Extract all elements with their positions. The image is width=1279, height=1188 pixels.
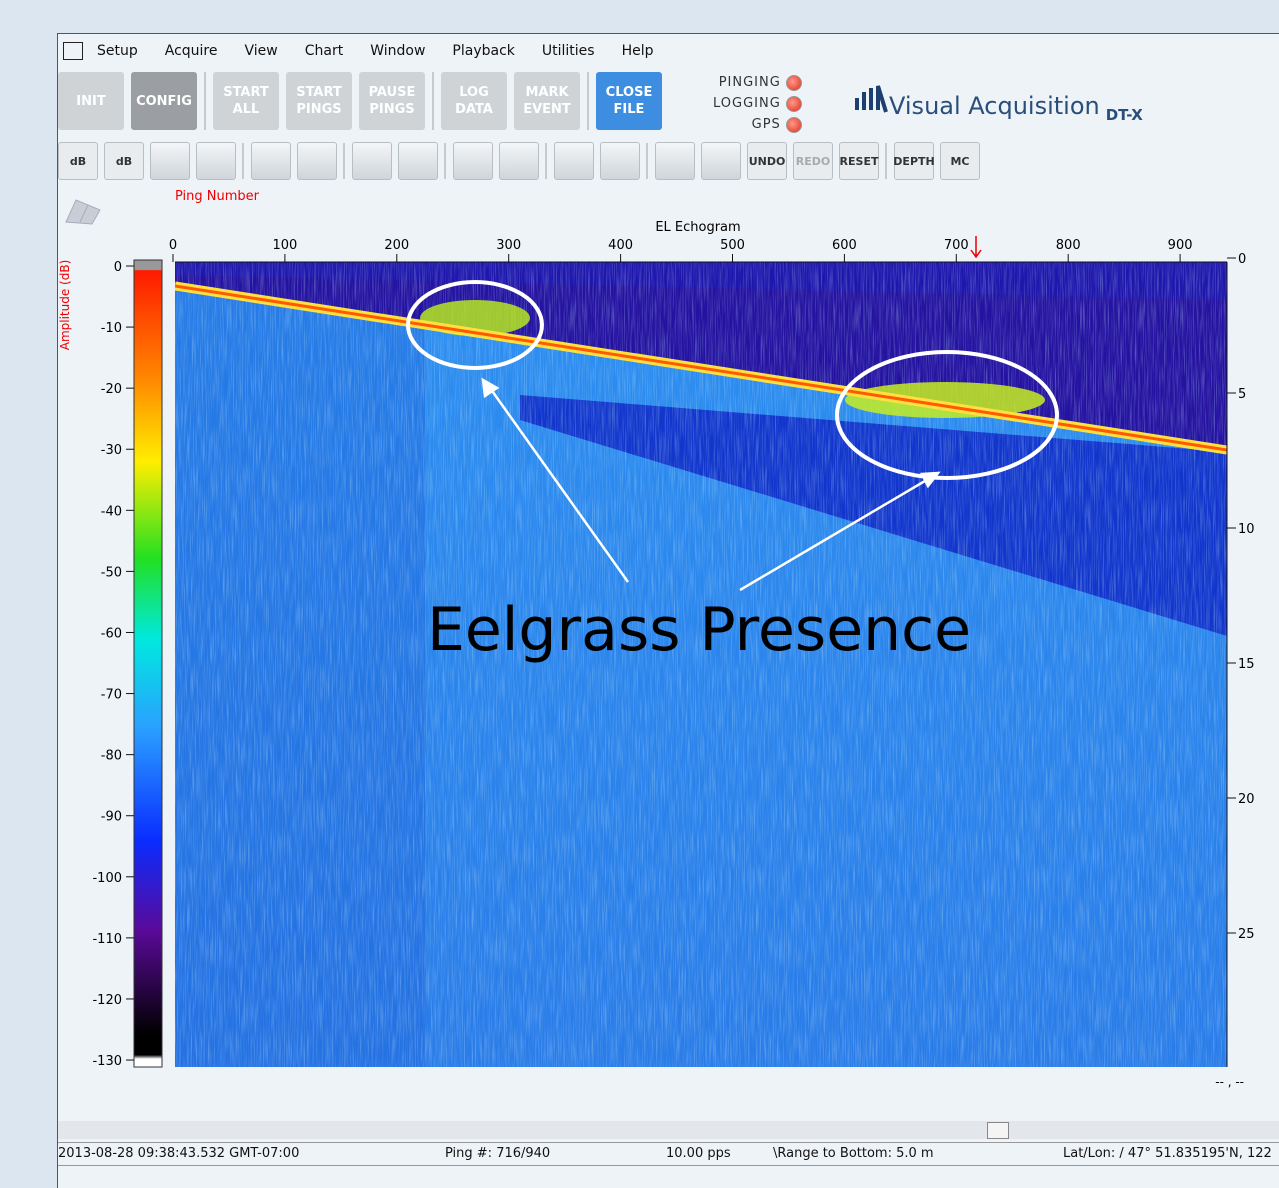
status-light: PINGING (713, 72, 802, 93)
tool-button[interactable] (196, 142, 236, 180)
tool-button[interactable] (150, 142, 190, 180)
menu-bar: Setup Acquire View Chart Window Playback Utili… (58, 38, 681, 64)
status-field: 2013-08-28 09:38:43.532 GMT-07:00 (58, 1146, 300, 1161)
scroll-thumb[interactable] (987, 1122, 1009, 1139)
logo-suffix: DT-X (1105, 106, 1143, 124)
separator (204, 72, 206, 130)
light-dot (785, 95, 802, 112)
toolbar-button[interactable]: START PINGS (286, 72, 352, 130)
tool-button[interactable]: MC (940, 142, 980, 180)
status-light: LOGGING (713, 93, 802, 114)
toolbar-button[interactable]: START ALL (213, 72, 279, 130)
tool-button[interactable]: REDO (793, 142, 833, 180)
tool-button[interactable] (499, 142, 539, 180)
status-field: \Range to Bottom: 5.0 m (773, 1146, 934, 1161)
separator (587, 72, 589, 130)
tool-button[interactable]: RESET (839, 142, 879, 180)
tool-button[interactable] (453, 142, 493, 180)
status-lights: PINGING LOGGING GPS (713, 72, 802, 135)
status-field: Lat/Lon: / 47° 51.835195'N, 122 (1063, 1146, 1272, 1161)
scrollbar[interactable] (58, 1121, 1279, 1139)
toolbar-button[interactable]: INIT (58, 72, 124, 130)
tool-button[interactable]: dB (58, 142, 98, 180)
separator (242, 143, 244, 179)
app-window: Setup Acquire View Chart Window Playback Utili… (57, 33, 1279, 1188)
status-bar: 2013-08-28 09:38:43.532 GMT-07:00 Ping #:… (58, 1142, 1279, 1166)
button-label: CONFIG (136, 93, 192, 109)
toolbar-button[interactable]: LOG DATA (441, 72, 507, 130)
button-label: PINGS (296, 102, 342, 117)
light-label: GPS (751, 117, 781, 132)
light-dot (785, 116, 802, 133)
button-label: PINGS (369, 102, 415, 117)
tool-button[interactable] (251, 142, 291, 180)
tool-button[interactable] (701, 142, 741, 180)
tool-button[interactable] (352, 142, 392, 180)
menu-item[interactable]: Chart (304, 43, 344, 59)
menu-item[interactable]: Setup (97, 43, 138, 59)
button-label: DATA (455, 102, 493, 117)
separator (444, 143, 446, 179)
tool-button[interactable] (655, 142, 695, 180)
button-label: PAUSE (368, 85, 416, 100)
toolbar-button[interactable]: CONFIG (131, 72, 197, 130)
tool-bar: dB dB UNDO REDO RESET DEPTH MC (58, 140, 986, 182)
button-label: FILE (613, 102, 645, 117)
menu-item[interactable]: Playback (452, 43, 515, 59)
toolbar-button[interactable]: PAUSE PINGS (359, 72, 425, 130)
separator (646, 143, 648, 179)
button-bar: INIT CONFIG START ALL START PINGS PAUSE PINGS LO… (58, 71, 669, 131)
tool-button[interactable]: UNDO (747, 142, 787, 180)
light-dot (785, 74, 802, 91)
tool-button[interactable]: dB (104, 142, 144, 180)
status-field: Ping #: 716/940 (445, 1146, 551, 1161)
separator (343, 143, 345, 179)
separator (545, 143, 547, 179)
separator (885, 143, 887, 179)
toolbar-button[interactable]: CLOSE FILE (596, 72, 662, 130)
button-label: LOG (459, 85, 489, 100)
button-label: MARK (525, 85, 569, 100)
menu-item[interactable]: Help (621, 43, 654, 59)
button-label: ALL (232, 102, 260, 117)
light-label: PINGING (718, 75, 781, 90)
logo-icon (855, 85, 888, 113)
window-icon (63, 42, 83, 60)
status-field: 10.00 pps (666, 1146, 731, 1161)
tool-button[interactable] (297, 142, 337, 180)
button-label: START (223, 85, 269, 100)
separator (432, 72, 434, 130)
button-label: INIT (76, 93, 106, 109)
tool-button[interactable] (600, 142, 640, 180)
button-label: EVENT (523, 102, 571, 117)
tool-button[interactable] (554, 142, 594, 180)
logo-name: Visual Acquisition (889, 92, 1100, 120)
toolbar-button[interactable]: MARK EVENT (514, 72, 580, 130)
status-light: GPS (713, 114, 802, 135)
button-label: START (296, 85, 342, 100)
logo: Visual Acquisition DT-X (853, 84, 1143, 124)
menu-item[interactable]: View (244, 43, 278, 59)
button-label: CLOSE (605, 85, 653, 100)
menu-item[interactable]: Utilities (541, 43, 595, 59)
tool-button[interactable] (398, 142, 438, 180)
menu-item[interactable]: Acquire (164, 43, 218, 59)
menu-item[interactable]: Window (370, 43, 426, 59)
tool-button[interactable]: DEPTH (893, 142, 935, 180)
light-label: LOGGING (713, 96, 781, 111)
